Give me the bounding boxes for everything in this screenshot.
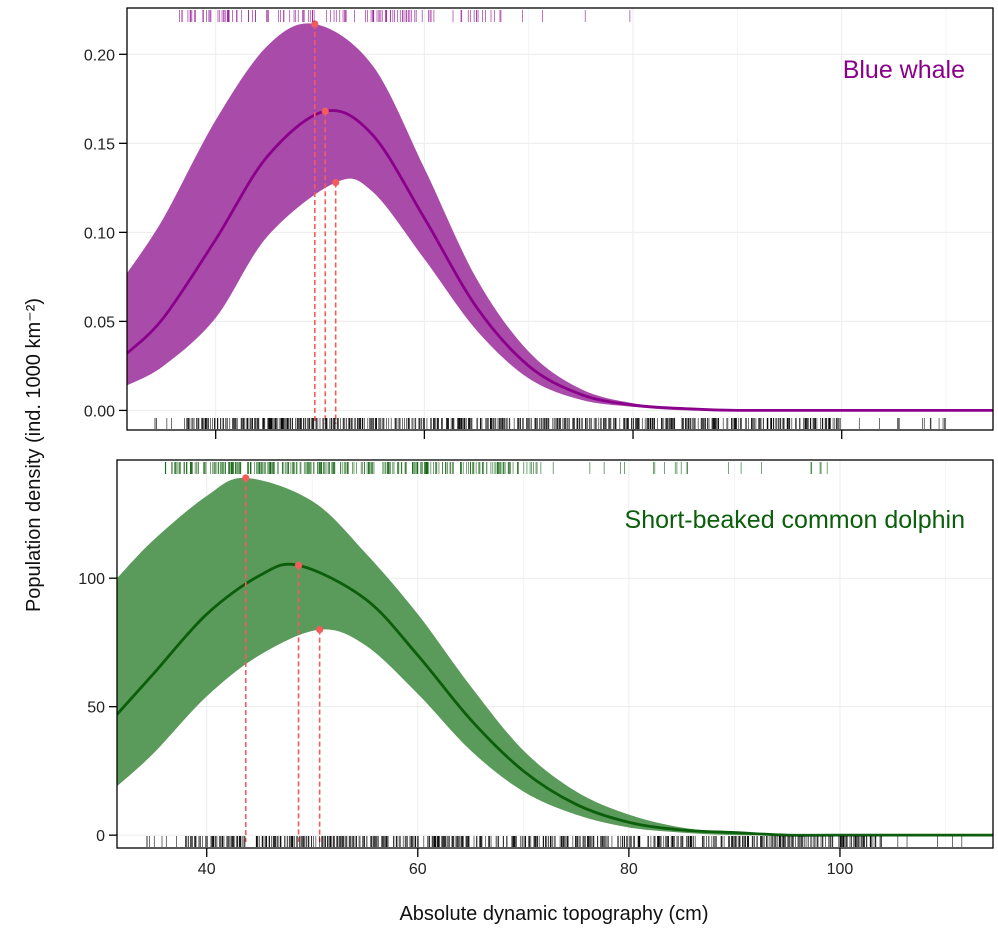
y-tick-label: 0.15 [84,136,115,153]
y-tick-label: 100 [78,571,105,588]
plot-area [117,460,993,848]
peak-point [321,107,329,115]
x-tick-label: 80 [620,861,638,878]
y-tick-label: 0 [96,828,105,845]
x-tick-label: 40 [198,861,216,878]
plot-area [127,8,993,430]
peak-point [311,20,319,28]
panel-frame [116,459,994,849]
panel-common-dolphin: 0 50 100 40 60 80 100 Short-beaked common dolph… [78,459,994,878]
y-tick-label: 0.20 [84,47,115,64]
y-tick-label: 50 [87,700,105,717]
panel-frame [126,7,994,431]
rug-top [179,10,631,22]
y-tick-label: 0.00 [84,403,115,420]
y-axis-title: Population density (ind. 1000 km⁻²) [23,298,45,612]
y-tick-label: 0.10 [84,225,115,242]
peak-point [294,561,303,569]
peak-point [242,474,250,482]
panel-blue-whale: 0.00 0.05 0.10 0.15 0.20 Blue whale [84,7,994,439]
x-tick-label: 60 [409,861,427,878]
rug-top [164,462,828,474]
peak-point [316,625,324,634]
y-tick-label: 0.05 [84,314,115,331]
mean-curve [127,109,993,412]
peak-point [332,178,340,187]
mean-curve [117,562,993,837]
panel-label: Short-beaked common dolphin [625,506,965,534]
x-axis-title: Absolute dynamic topography (cm) [399,903,708,925]
rug-bottom [146,836,963,847]
panel-label: Blue whale [843,56,965,84]
confidence-band [117,477,993,836]
x-tick-label: 100 [827,861,854,878]
confidence-band [127,23,993,411]
rug-bottom [154,418,946,429]
